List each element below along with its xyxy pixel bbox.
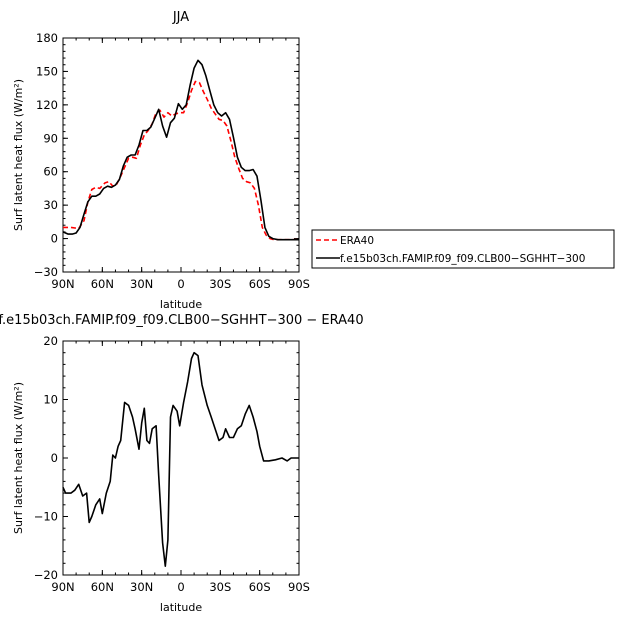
top-x-tick-label: 90S (288, 277, 310, 291)
top-series-lines (62, 59, 299, 241)
bottom-y-tick-label: 10 (43, 393, 58, 407)
legend-box (311, 229, 615, 269)
bottom-y-tick-label: 20 (43, 334, 58, 348)
top-y-tick-label: 60 (43, 165, 58, 179)
top-y-axis-label: Surf latent heat flux (W/m²) (12, 79, 25, 231)
top-x-tick-label: 30S (209, 277, 231, 291)
bottom-chart-title: f.e15b03ch.FAMIP.f09_f09.CLB00−SGHHT−300… (0, 313, 364, 328)
bottom-x-ticks: 90N 60N 30N 0 30S 60S 90S (51, 341, 310, 594)
top-y-tick-label: 180 (36, 31, 58, 45)
bottom-y-axis-label: Surf latent heat flux (W/m²) (12, 382, 25, 534)
top-x-tick-label: 60N (91, 277, 114, 291)
top-y-tick-label: 120 (36, 98, 58, 112)
bottom-y-tick-label: −10 (34, 510, 58, 524)
legend: ERA40 f.e15b03ch.FAMIP.f09_f09.CLB00−SGH… (311, 229, 615, 269)
top-x-tick-label: 30N (130, 277, 153, 291)
top-panel: JJA 90N 60N 30N 0 30S 60S 90S −30 0 30 60 90 120 150… (12, 10, 310, 311)
top-y-ticks: −30 0 30 60 90 120 150 180 (34, 31, 299, 279)
top-series-line-1 (62, 59, 299, 241)
legend-label-era40: ERA40 (340, 235, 374, 247)
bottom-x-tick-label: 0 (177, 580, 184, 594)
bottom-x-tick-label: 30S (209, 580, 231, 594)
bottom-y-tick-label: −20 (34, 568, 58, 582)
top-y-tick-label: 30 (43, 198, 58, 212)
bottom-series-lines (62, 351, 299, 568)
bottom-x-axis-label: latitude (160, 601, 202, 614)
top-y-tick-label: −30 (34, 265, 58, 279)
bottom-series-line-0 (62, 351, 299, 568)
top-chart-title: JJA (172, 10, 189, 25)
bottom-panel: f.e15b03ch.FAMIP.f09_f09.CLB00−SGHHT−300… (0, 313, 364, 614)
top-x-axis-label: latitude (160, 298, 202, 311)
bottom-x-tick-label: 60N (91, 580, 114, 594)
bottom-x-tick-label: 30N (130, 580, 153, 594)
top-x-tick-label: 90N (51, 277, 74, 291)
legend-label-model: f.e15b03ch.FAMIP.f09_f09.CLB00−SGHHT−300 (340, 253, 585, 265)
top-x-tick-label: 60S (249, 277, 271, 291)
top-x-ticks: 90N 60N 30N 0 30S 60S 90S (51, 38, 310, 291)
top-y-tick-label: 150 (36, 64, 58, 78)
bottom-x-tick-label: 90S (288, 580, 310, 594)
bottom-x-tick-label: 60S (249, 580, 271, 594)
top-plot-frame (62, 37, 300, 273)
top-x-tick-label: 0 (177, 277, 184, 291)
bottom-x-tick-label: 90N (51, 580, 74, 594)
top-y-tick-label: 90 (43, 131, 58, 145)
top-series-line-0 (63, 80, 299, 241)
top-y-tick-label: 0 (51, 232, 58, 246)
bottom-y-tick-label: 0 (51, 451, 58, 465)
bottom-y-ticks: −20 −10 0 10 20 (34, 334, 299, 582)
